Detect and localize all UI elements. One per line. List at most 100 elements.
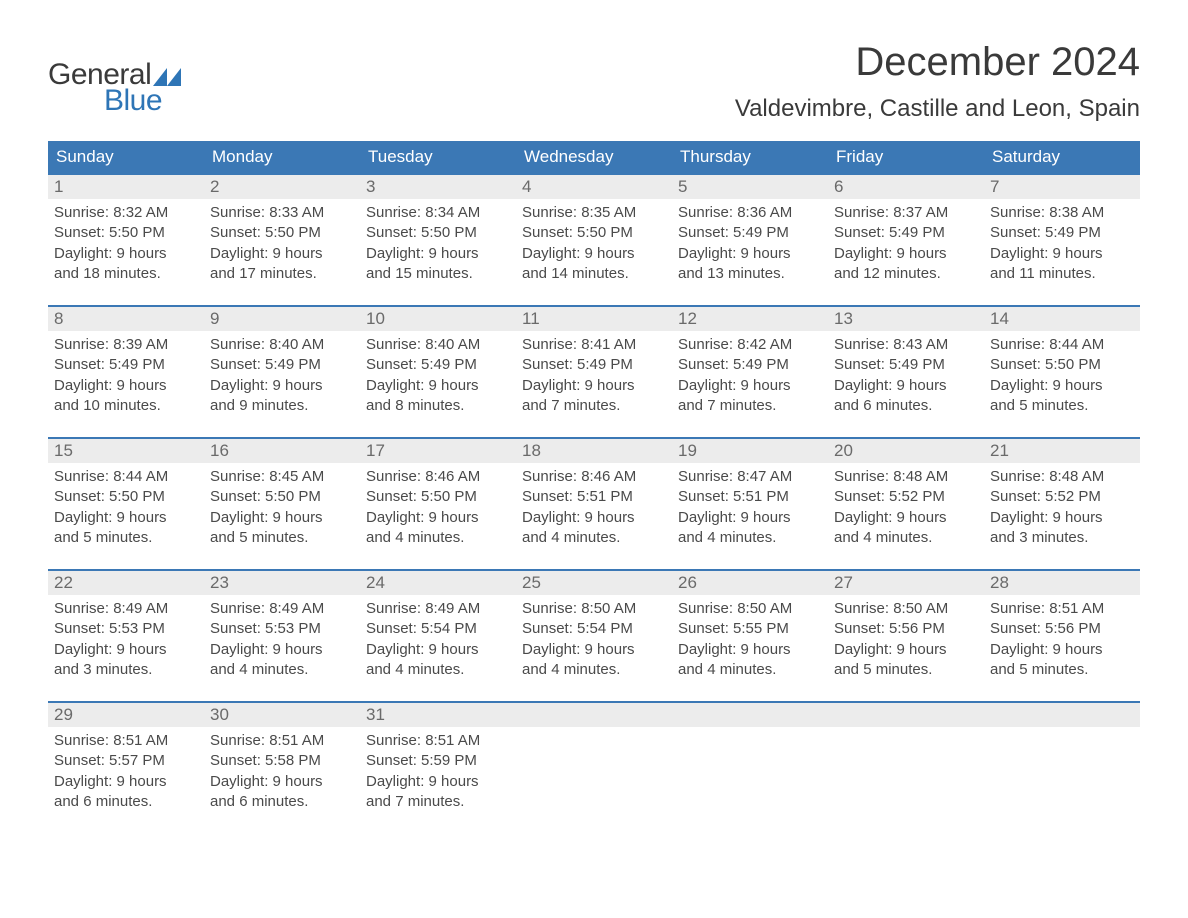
sunset-line: Sunset: 5:49 PM	[678, 223, 822, 243]
daylight-line-1: Daylight: 9 hours	[678, 508, 822, 528]
daylight-line-2: and 5 minutes.	[54, 528, 198, 548]
daylight-line-2: and 11 minutes.	[990, 264, 1134, 284]
day-number: 2	[210, 177, 219, 196]
daylight-line-1: Daylight: 9 hours	[678, 376, 822, 396]
daylight-line-1: Daylight: 9 hours	[54, 640, 198, 660]
day-cell-21: 21Sunrise: 8:48 AMSunset: 5:52 PMDayligh…	[984, 439, 1140, 557]
day-number-row: 21	[984, 439, 1140, 463]
day-number: 31	[366, 705, 385, 724]
daylight-line-2: and 5 minutes.	[990, 660, 1134, 680]
week-row: 1 Sunrise: 8:32 AM Sunset: 5:50 PM Daylight…	[48, 173, 1140, 293]
weekday-saturday: Saturday	[984, 141, 1140, 173]
day-number-row: 13	[828, 307, 984, 331]
day-cell-3: 3Sunrise: 8:34 AMSunset: 5:50 PMDaylight…	[360, 175, 516, 293]
day-number: 26	[678, 573, 697, 592]
day-number: 13	[834, 309, 853, 328]
day-body: Sunrise: 8:43 AMSunset: 5:49 PMDaylight:…	[828, 331, 984, 420]
day-number-row: 29	[48, 703, 204, 727]
sunrise-line: Sunrise: 8:32 AM	[54, 203, 198, 223]
day-body: Sunrise: 8:40 AMSunset: 5:49 PMDaylight:…	[204, 331, 360, 420]
day-number-row: 28	[984, 571, 1140, 595]
daylight-line-2: and 7 minutes.	[522, 396, 666, 416]
day-cell-17: 17Sunrise: 8:46 AMSunset: 5:50 PMDayligh…	[360, 439, 516, 557]
sunset-line: Sunset: 5:50 PM	[522, 223, 666, 243]
day-body: Sunrise: 8:44 AMSunset: 5:50 PMDaylight:…	[48, 463, 204, 552]
day-cell-19: 19Sunrise: 8:47 AMSunset: 5:51 PMDayligh…	[672, 439, 828, 557]
calendar: SundayMondayTuesdayWednesdayThursdayFrid…	[48, 141, 1140, 821]
sunrise-line: Sunrise: 8:49 AM	[366, 599, 510, 619]
day-cell-16: 16Sunrise: 8:45 AMSunset: 5:50 PMDayligh…	[204, 439, 360, 557]
day-cell-8: 8Sunrise: 8:39 AMSunset: 5:49 PMDaylight…	[48, 307, 204, 425]
day-cell-13: 13 Sunrise: 8:43 AMSunset: 5:49 PMDayligh…	[828, 307, 984, 425]
sunset-line: Sunset: 5:52 PM	[834, 487, 978, 507]
daylight-line-2: and 4 minutes.	[678, 660, 822, 680]
day-body: Sunrise: 8:48 AMSunset: 5:52 PMDaylight:…	[828, 463, 984, 552]
week-row: 29Sunrise: 8:51 AMSunset: 5:57 PMDayligh…	[48, 701, 1140, 821]
day-number-row: 25	[516, 571, 672, 595]
day-cell-26: 26Sunrise: 8:50 AMSunset: 5:55 PMDayligh…	[672, 571, 828, 689]
daylight-line-2: and 6 minutes.	[210, 792, 354, 812]
daylight-line-1: Daylight: 9 hours	[834, 508, 978, 528]
day-cell-5: 5Sunrise: 8:36 AMSunset: 5:49 PMDaylight…	[672, 175, 828, 293]
day-body: Sunrise: 8:34 AMSunset: 5:50 PMDaylight:…	[360, 199, 516, 288]
day-number: 22	[54, 573, 73, 592]
daylight-line-1: Daylight: 9 hours	[990, 640, 1134, 660]
sunset-line: Sunset: 5:51 PM	[678, 487, 822, 507]
sunset-line: Sunset: 5:54 PM	[366, 619, 510, 639]
day-number-row: 18	[516, 439, 672, 463]
daylight-line-1: Daylight: 9 hours	[210, 772, 354, 792]
day-body: Sunrise: 8:49 AMSunset: 5:54 PMDaylight:…	[360, 595, 516, 684]
day-cell-22: 22 Sunrise: 8:49 AMSunset: 5:53 PMDayligh…	[48, 571, 204, 689]
day-body	[672, 727, 828, 735]
header: General Blue December 2024 Valdevimbre, …	[48, 40, 1140, 123]
day-body: Sunrise: 8:39 AMSunset: 5:49 PMDaylight:…	[48, 331, 204, 420]
day-body: Sunrise: 8:49 AMSunset: 5:53 PMDaylight:…	[48, 595, 204, 684]
day-body: Sunrise: 8:40 AMSunset: 5:49 PMDaylight:…	[360, 331, 516, 420]
day-number: 20	[834, 441, 853, 460]
daylight-line-1: Daylight: 9 hours	[366, 244, 510, 264]
day-number-row: 9	[204, 307, 360, 331]
week-row: 15Sunrise: 8:44 AMSunset: 5:50 PMDayligh…	[48, 437, 1140, 557]
sunrise-line: Sunrise: 8:46 AM	[522, 467, 666, 487]
daylight-line-2: and 5 minutes.	[210, 528, 354, 548]
day-body: Sunrise: 8:50 AMSunset: 5:54 PMDaylight:…	[516, 595, 672, 684]
day-cell-30: 30Sunrise: 8:51 AMSunset: 5:58 PMDayligh…	[204, 703, 360, 821]
daylight-line-1: Daylight: 9 hours	[834, 244, 978, 264]
day-cell-12: 12Sunrise: 8:42 AMSunset: 5:49 PMDayligh…	[672, 307, 828, 425]
day-number-row: 14	[984, 307, 1140, 331]
day-body: Sunrise: 8:51 AMSunset: 5:56 PMDaylight:…	[984, 595, 1140, 684]
sunset-line: Sunset: 5:50 PM	[366, 487, 510, 507]
day-number: 30	[210, 705, 229, 724]
weekday-sunday: Sunday	[48, 141, 204, 173]
day-cell-28: 28Sunrise: 8:51 AMSunset: 5:56 PMDayligh…	[984, 571, 1140, 689]
day-number-row: .	[828, 703, 984, 727]
daylight-line-1: Daylight: 9 hours	[54, 376, 198, 396]
sunrise-line: Sunrise: 8:39 AM	[54, 335, 198, 355]
day-number-row: 1	[48, 175, 204, 199]
daylight-line-1: Daylight: 9 hours	[210, 508, 354, 528]
sunrise-line: Sunrise: 8:36 AM	[678, 203, 822, 223]
daylight-line-1: Daylight: 9 hours	[834, 640, 978, 660]
sunrise-line: Sunrise: 8:48 AM	[834, 467, 978, 487]
day-number-row: 31	[360, 703, 516, 727]
sunset-line: Sunset: 5:58 PM	[210, 751, 354, 771]
day-number: 4	[522, 177, 531, 196]
daylight-line-1: Daylight: 9 hours	[834, 376, 978, 396]
sunset-line: Sunset: 5:56 PM	[834, 619, 978, 639]
daylight-line-1: Daylight: 9 hours	[990, 376, 1134, 396]
day-number-row: 6	[828, 175, 984, 199]
sunrise-line: Sunrise: 8:35 AM	[522, 203, 666, 223]
day-number-row: 30	[204, 703, 360, 727]
day-body: Sunrise: 8:47 AMSunset: 5:51 PMDaylight:…	[672, 463, 828, 552]
sunset-line: Sunset: 5:54 PM	[522, 619, 666, 639]
daylight-line-1: Daylight: 9 hours	[990, 508, 1134, 528]
day-cell-1: 1Sunrise: 8:32 AMSunset: 5:50 PMDaylight…	[48, 175, 204, 293]
day-cell-31: 31Sunrise: 8:51 AMSunset: 5:59 PMDayligh…	[360, 703, 516, 821]
day-cell-9: 9Sunrise: 8:40 AMSunset: 5:49 PMDaylight…	[204, 307, 360, 425]
sunrise-line: Sunrise: 8:48 AM	[990, 467, 1134, 487]
day-number-row: 2	[204, 175, 360, 199]
sunset-line: Sunset: 5:49 PM	[990, 223, 1134, 243]
day-cell-20: 20 Sunrise: 8:48 AMSunset: 5:52 PMDayligh…	[828, 439, 984, 557]
sunset-line: Sunset: 5:53 PM	[54, 619, 198, 639]
sunrise-line: Sunrise: 8:45 AM	[210, 467, 354, 487]
